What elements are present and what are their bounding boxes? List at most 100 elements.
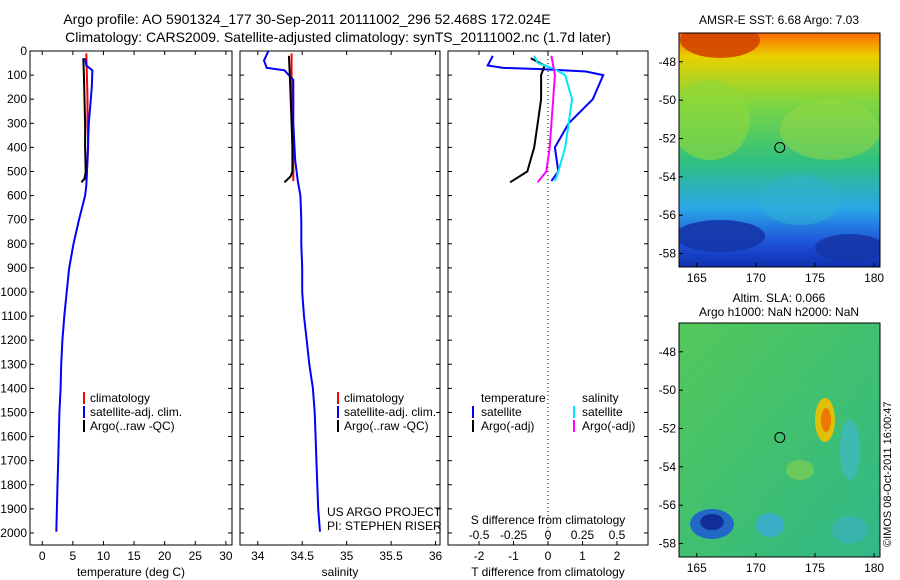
credit-project: US ARGO PROJECT bbox=[327, 505, 442, 519]
x-tick-label: 34.5 bbox=[291, 549, 315, 563]
legend-climatology-label: climatology bbox=[344, 391, 404, 405]
lon-tick-label: 180 bbox=[864, 271, 884, 285]
lat-tick-label: -56 bbox=[659, 498, 677, 512]
depth-tick-label: 2000 bbox=[0, 526, 27, 540]
top-tick-label: 0.5 bbox=[609, 528, 626, 542]
depth-tick-label: 1000 bbox=[0, 285, 27, 299]
depth-tick-label: 0 bbox=[20, 44, 27, 58]
x-tick-label: 34 bbox=[251, 549, 265, 563]
top-tick-label: 0.25 bbox=[571, 528, 595, 542]
lat-tick-label: -56 bbox=[659, 208, 677, 222]
lat-tick-label: -48 bbox=[659, 55, 677, 69]
x-tick-label: 30 bbox=[219, 549, 233, 563]
series-line-argo-raw-qc- bbox=[283, 55, 294, 184]
difference-legend: temperature salinity satellite Argo(-adj… bbox=[472, 391, 635, 433]
sst-map bbox=[679, 33, 880, 267]
series-line-temperature-satellite bbox=[486, 55, 605, 182]
legend-temperature-title: temperature bbox=[481, 391, 546, 405]
x-tick-label: 15 bbox=[127, 549, 141, 563]
series-line-salinity-argo-adj- bbox=[536, 55, 556, 183]
depth-tick-label: 1600 bbox=[0, 430, 27, 444]
top-tick-label: 0 bbox=[545, 528, 552, 542]
series-line-salinity-satellite bbox=[533, 55, 574, 182]
legend-salinity-title: salinity bbox=[582, 391, 619, 405]
x-tick-label: 25 bbox=[189, 549, 203, 563]
x-tick-label: 5 bbox=[70, 549, 77, 563]
depth-tick-label: 300 bbox=[7, 116, 27, 130]
lat-tick-label: -52 bbox=[659, 131, 677, 145]
x-tick-label: 0 bbox=[39, 549, 46, 563]
imos-stamp: ©IMOS 08-Oct-2011 16:00:47 bbox=[882, 402, 894, 547]
salinity-xlabel: salinity bbox=[322, 565, 359, 579]
temperature-xlabel: temperature (deg C) bbox=[77, 565, 185, 579]
legend-argo-label: Argo(..raw -QC) bbox=[90, 419, 175, 433]
x-tick-label: 36 bbox=[429, 549, 443, 563]
difference-plot: -2 -1 0 1 2 bbox=[474, 51, 621, 563]
sla-map bbox=[679, 323, 880, 557]
depth-tick-label: 700 bbox=[7, 213, 27, 227]
sst-map-axes: 165 170 175 180 -48 -50 -52 -54 -56 -58 bbox=[659, 55, 885, 285]
x-tick-label: 10 bbox=[97, 549, 111, 563]
sla-map-axes: 165 170 175 180 -48 -50 -52 -54 -56 -58 bbox=[659, 345, 885, 575]
credit-pi: PI: STEPHEN RISER bbox=[327, 519, 442, 533]
x-tick-label: 2 bbox=[614, 549, 621, 563]
lon-tick-label: 165 bbox=[687, 561, 707, 575]
depth-tick-label: 1100 bbox=[1, 309, 27, 323]
difference-top-label: S difference from climatology bbox=[471, 513, 626, 527]
argo-location-marker bbox=[774, 141, 786, 153]
series-line-temperature-argo-adj- bbox=[509, 57, 546, 184]
header-line-1: Argo profile: AO 5901324_177 30-Sep-2011… bbox=[63, 11, 550, 27]
x-tick-label: 35.5 bbox=[379, 549, 403, 563]
depth-tick-label: 400 bbox=[7, 140, 27, 154]
sst-map-title: AMSR-E SST: 6.68 Argo: 7.03 bbox=[699, 13, 859, 27]
temperature-legend: climatology satellite-adj. clim. Argo(..… bbox=[83, 391, 182, 433]
temperature-plot: 0 5 10 15 20 25 30 bbox=[39, 51, 233, 563]
depth-tick-label: 1200 bbox=[0, 333, 27, 347]
depth-axis: 0 100 200 300 400 500 600 700 800 900 1000 1100 1200… bbox=[0, 44, 648, 540]
x-tick-label: 0 bbox=[545, 549, 552, 563]
legend-climatology-label: climatology bbox=[90, 391, 150, 405]
lat-tick-label: -50 bbox=[659, 383, 677, 397]
legend-temp-argo-label: Argo(-adj) bbox=[481, 419, 534, 433]
depth-tick-label: 1700 bbox=[0, 454, 27, 468]
lon-tick-label: 180 bbox=[864, 561, 884, 575]
salinity-panel-frame bbox=[239, 50, 441, 546]
x-tick-label: 20 bbox=[158, 549, 172, 563]
argo-location-marker bbox=[774, 431, 786, 443]
depth-tick-label: 800 bbox=[7, 237, 27, 251]
legend-sal-satellite-label: satellite bbox=[582, 405, 623, 419]
depth-tick-label: 1800 bbox=[0, 478, 27, 492]
top-tick-label: -0.5 bbox=[469, 528, 490, 542]
difference-xlabel: T difference from climatology bbox=[471, 565, 625, 579]
legend-sal-argo-label: Argo(-adj) bbox=[582, 419, 635, 433]
x-tick-label: 1 bbox=[579, 549, 586, 563]
lat-tick-label: -52 bbox=[659, 421, 677, 435]
lat-tick-label: -54 bbox=[659, 460, 677, 474]
x-tick-label: 35 bbox=[340, 549, 354, 563]
depth-tick-label: 1500 bbox=[0, 405, 27, 419]
lat-tick-label: -50 bbox=[659, 93, 677, 107]
salinity-plot: 34 34.5 35 35.5 36 bbox=[251, 50, 443, 563]
lon-tick-label: 170 bbox=[746, 271, 766, 285]
difference-panel-frame bbox=[447, 50, 649, 546]
legend-temp-satellite-label: satellite bbox=[481, 405, 522, 419]
depth-tick-label: 100 bbox=[7, 68, 27, 82]
sla-map-title-2: Argo h1000: NaN h2000: NaN bbox=[699, 305, 859, 319]
depth-tick-label: 1300 bbox=[0, 357, 27, 371]
salinity-legend: climatology satellite-adj. clim. Argo(..… bbox=[337, 391, 436, 433]
sst-map-frame bbox=[678, 32, 881, 268]
legend-satellite-label: satellite-adj. clim. bbox=[90, 405, 182, 419]
depth-tick-label: 500 bbox=[7, 164, 27, 178]
depth-tick-label: 200 bbox=[7, 92, 27, 106]
sla-map-frame bbox=[678, 322, 881, 558]
legend-satellite-label: satellite-adj. clim. bbox=[344, 405, 436, 419]
header-line-2: Climatology: CARS2009. Satellite-adjuste… bbox=[65, 29, 611, 45]
series-line-satellite-adj-clim- bbox=[55, 58, 94, 532]
lat-tick-label: -48 bbox=[659, 345, 677, 359]
depth-tick-label: 600 bbox=[7, 189, 27, 203]
depth-tick-label: 1400 bbox=[0, 381, 27, 395]
lat-tick-label: -58 bbox=[659, 247, 677, 261]
series-line-argo-raw-qc- bbox=[80, 58, 87, 183]
lat-tick-label: -58 bbox=[659, 537, 677, 551]
